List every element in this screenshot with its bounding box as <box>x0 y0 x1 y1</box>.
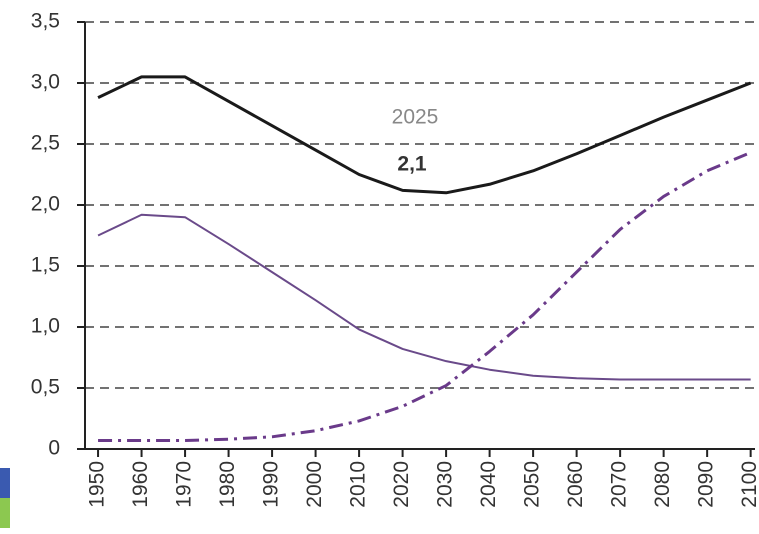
x-tick-label: 1960 <box>129 461 152 508</box>
y-tick-label: 3,0 <box>31 71 60 94</box>
x-tick-label: 2070 <box>608 461 631 508</box>
x-tick-label: 2100 <box>738 461 759 508</box>
y-tick-label: 1,5 <box>31 254 60 277</box>
x-tick-label: 2020 <box>390 461 413 508</box>
x-tick-label: 2090 <box>695 461 718 508</box>
x-tick-label: 2060 <box>564 461 587 508</box>
line-series <box>97 75 752 195</box>
y-tick-label: 0,5 <box>31 376 60 399</box>
y-tick-label: 3,5 <box>31 10 60 33</box>
x-tick-label: 1970 <box>173 461 196 508</box>
x-tick-label: 1990 <box>260 461 283 508</box>
annotation: 2,1 <box>397 153 427 176</box>
x-tick-label: 2000 <box>303 461 326 508</box>
y-tick-label: 2,5 <box>31 132 60 155</box>
x-tick-label: 2080 <box>651 461 674 508</box>
x-tick-label: 2010 <box>347 461 370 508</box>
x-tick-label: 1950 <box>86 461 109 508</box>
x-tick-label: 1980 <box>216 461 239 508</box>
decoration <box>0 468 10 498</box>
line-series <box>98 151 752 442</box>
x-tick-label: 2040 <box>477 461 500 508</box>
x-tick-label: 2030 <box>434 461 457 508</box>
x-tick-label: 2050 <box>521 461 544 508</box>
line-series <box>97 213 751 381</box>
y-tick-label: 1,0 <box>31 315 60 338</box>
y-tick-label: 2,0 <box>31 193 60 216</box>
annotation: 2025 <box>392 106 439 129</box>
decoration <box>0 498 10 528</box>
y-tick-label: 0 <box>48 437 60 460</box>
